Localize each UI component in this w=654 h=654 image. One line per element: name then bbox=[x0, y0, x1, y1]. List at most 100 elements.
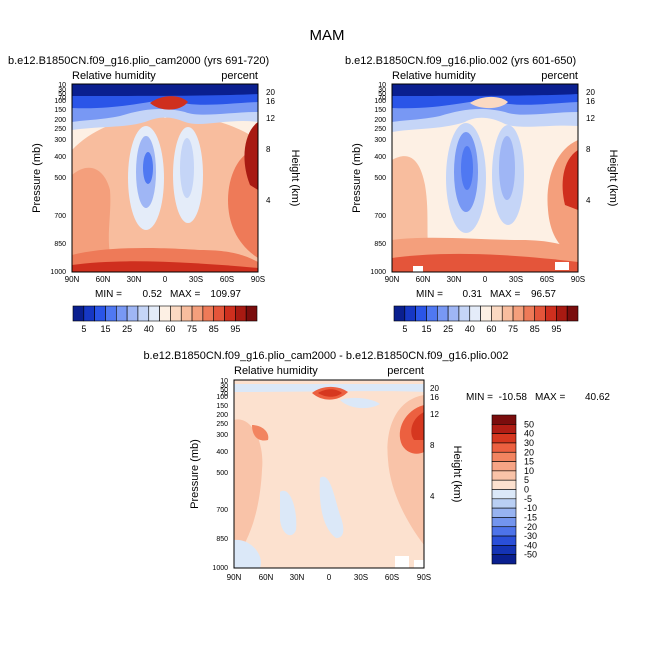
y-tick-label: 70 bbox=[220, 391, 228, 398]
y-tick-label: 70 bbox=[378, 95, 386, 102]
colorbar-swatch bbox=[491, 507, 517, 518]
panel-c-units-label: percent bbox=[387, 365, 424, 377]
colorbar-tick-label: 60 bbox=[486, 324, 496, 334]
y-tick-label: 500 bbox=[374, 175, 386, 182]
colorbar-swatch bbox=[491, 526, 517, 537]
y-tick-label: 150 bbox=[54, 107, 66, 114]
y-tick-label: 100 bbox=[54, 98, 66, 105]
panel-b-title: b.e12.B1850CN.f09_g16.plio.002 (yrs 601-… bbox=[345, 55, 576, 67]
colorbar-tick-label: 5 bbox=[81, 324, 86, 334]
colorbar-swatch bbox=[491, 424, 517, 434]
panel-b-xticks: 90N 60N 30N 0 30S 60S 90S bbox=[385, 275, 585, 284]
y2-tick-label: 12 bbox=[266, 114, 275, 123]
y-tick-label: 400 bbox=[374, 154, 386, 161]
y-tick-label: 50 bbox=[58, 91, 66, 98]
y-tick-label: 400 bbox=[216, 449, 228, 456]
panel-a-max-value: 109.97 bbox=[210, 289, 241, 300]
panel-a-yticks: 10 30 50 70 100 150 200 250 300 400 500 … bbox=[50, 82, 66, 276]
colorbar-absolute-right: 5 15 25 40 60 75 85 95 bbox=[393, 305, 579, 334]
panel-c-variable-label: Relative humidity bbox=[234, 365, 318, 377]
colorbar-swatch bbox=[415, 305, 427, 322]
y-tick-label: 50 bbox=[220, 387, 228, 394]
panel-b-variable-label: Relative humidity bbox=[392, 70, 476, 82]
y-tick-label: 250 bbox=[374, 126, 386, 133]
panel-b-min-value: 0.31 bbox=[463, 289, 483, 300]
colorbar-swatch bbox=[404, 305, 416, 322]
y-tick-label: 10 bbox=[220, 378, 228, 385]
panel-c-contours bbox=[234, 380, 424, 568]
colorbar-tick-label: -20 bbox=[524, 522, 537, 532]
colorbar-swatch bbox=[480, 305, 492, 322]
x-tick-label: 90N bbox=[65, 275, 80, 284]
colorbar-tick-label: 10 bbox=[524, 466, 534, 476]
panel-c-title: b.e12.B1850CN.f09_g16.plio_cam2000 - b.e… bbox=[143, 350, 508, 362]
panel-c-yticks: 10 30 50 70 100 150 200 250 300 400 500 … bbox=[212, 378, 228, 572]
panel-a: b.e12.B1850CN.f09_g16.plio_cam2000 (yrs … bbox=[8, 55, 301, 300]
colorbar-swatch bbox=[159, 305, 171, 322]
colorbar-swatch bbox=[126, 305, 139, 322]
colorbar-swatch bbox=[491, 451, 517, 462]
colorbar-tick-label: -15 bbox=[524, 512, 537, 522]
panel-b-max-label: MAX = bbox=[490, 289, 520, 300]
x-tick-label: 60S bbox=[220, 275, 234, 284]
panel-b-y2label: Height (km) bbox=[607, 150, 619, 207]
colorbar-tick-label: 25 bbox=[122, 324, 132, 334]
y-tick-label: 100 bbox=[216, 394, 228, 401]
panel-c-y2label: Height (km) bbox=[451, 446, 463, 503]
colorbar-swatch bbox=[491, 517, 517, 528]
colorbar-tick-label: 75 bbox=[187, 324, 197, 334]
y2-tick-label: 12 bbox=[586, 114, 595, 123]
figure-title: MAM bbox=[310, 27, 345, 44]
y-tick-label: 1000 bbox=[50, 269, 66, 276]
y-tick-label: 300 bbox=[216, 432, 228, 439]
panel-b-y2ticks: 20 16 12 8 4 bbox=[586, 88, 595, 205]
colorbar-swatch bbox=[213, 305, 225, 322]
colorbar-swatch bbox=[115, 305, 128, 322]
colorbar-swatch bbox=[191, 305, 204, 322]
y-tick-label: 1000 bbox=[370, 269, 386, 276]
x-tick-label: 0 bbox=[327, 573, 332, 582]
x-tick-label: 90S bbox=[571, 275, 585, 284]
x-tick-label: 30S bbox=[509, 275, 523, 284]
panel-a-units-label: percent bbox=[221, 70, 258, 82]
y-tick-label: 30 bbox=[220, 383, 228, 390]
colorbar-swatch bbox=[556, 305, 568, 322]
y-tick-label: 850 bbox=[216, 536, 228, 543]
panel-c-y2ticks: 20 16 12 8 4 bbox=[430, 384, 439, 501]
colorbar-swatch bbox=[491, 414, 517, 425]
y-tick-label: 30 bbox=[378, 87, 386, 94]
colorbar-swatch bbox=[491, 433, 517, 444]
colorbar-tick-label: -10 bbox=[524, 503, 537, 513]
x-tick-label: 60S bbox=[540, 275, 554, 284]
panel-c-max-value: 40.62 bbox=[585, 392, 610, 403]
y-tick-label: 30 bbox=[58, 87, 66, 94]
colorbar-tick-label: 40 bbox=[144, 324, 154, 334]
panel-b-contours bbox=[392, 84, 578, 272]
x-tick-label: 30N bbox=[290, 573, 305, 582]
y-tick-label: 850 bbox=[54, 241, 66, 248]
colorbar-swatch bbox=[566, 305, 579, 322]
panel-b-yticks: 10 30 50 70 100 150 200 250 300 400 500 … bbox=[370, 82, 386, 276]
colorbar-swatch bbox=[72, 305, 85, 322]
colorbar-swatch bbox=[491, 554, 517, 565]
y-tick-label: 70 bbox=[58, 95, 66, 102]
colorbar-swatch bbox=[83, 305, 95, 322]
y-tick-label: 100 bbox=[374, 98, 386, 105]
y-tick-label: 700 bbox=[216, 507, 228, 514]
y-tick-label: 50 bbox=[378, 91, 386, 98]
colorbar-tick-label: 0 bbox=[524, 485, 529, 495]
panel-b-max-value: 96.57 bbox=[531, 289, 556, 300]
colorbar-swatch bbox=[501, 305, 514, 322]
y-tick-label: 300 bbox=[374, 137, 386, 144]
x-tick-label: 30S bbox=[189, 275, 203, 284]
panel-a-min-label: MIN = bbox=[95, 289, 122, 300]
colorbar-swatch bbox=[426, 305, 438, 322]
panel-a-contours bbox=[72, 84, 258, 272]
colorbar-swatch bbox=[170, 305, 182, 322]
y2-tick-label: 4 bbox=[430, 492, 435, 501]
panel-b-min-label: MIN = bbox=[416, 289, 443, 300]
colorbar-tick-label: 15 bbox=[524, 457, 534, 467]
y2-tick-label: 8 bbox=[266, 145, 271, 154]
colorbar-swatch bbox=[148, 305, 160, 322]
